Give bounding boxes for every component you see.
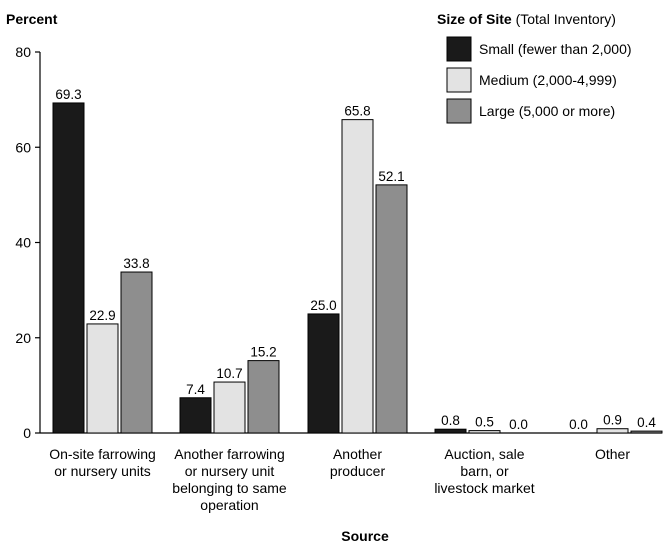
legend-title: Size of Site (Total Inventory) [437, 11, 616, 27]
bar [596, 428, 629, 434]
legend: Size of Site (Total Inventory) Small (few… [437, 11, 632, 124]
legend-entry-label: Medium (2,000-4,999) [479, 72, 617, 88]
bar [630, 430, 663, 434]
data-labels: 69.3 7.4 25.0 0.8 0.0 22.9 10.7 65.8 0.5 0.9 33.8 1… [55, 87, 656, 432]
y-tick-label: 20 [15, 330, 31, 346]
bar [434, 428, 467, 434]
legend-swatch [446, 67, 472, 93]
bar-value-label: 15.2 [250, 345, 276, 360]
legend-swatch [446, 98, 472, 124]
bar [341, 119, 374, 434]
bar-value-label: 0.8 [441, 413, 460, 428]
bar-value-label: 33.8 [123, 256, 149, 271]
y-tick-label: 60 [15, 139, 31, 155]
bar [213, 381, 246, 434]
bars [52, 102, 663, 434]
bar [375, 184, 408, 434]
bar-value-label: 52.1 [378, 169, 404, 184]
bar-value-label: 0.4 [637, 415, 656, 430]
category-labels: On-site farrowing or nursery units Another… [49, 446, 630, 513]
bar [307, 313, 340, 434]
bar [120, 271, 153, 434]
bar-value-label: 25.0 [310, 298, 336, 313]
bar [468, 430, 501, 434]
category-label: Another producer [330, 446, 386, 479]
bar [52, 102, 85, 434]
category-label: On-site farrowing or nursery units [49, 446, 156, 479]
bar-value-label: 10.7 [216, 366, 242, 381]
legend-entry-label: Small (fewer than 2,000) [479, 41, 632, 57]
bar-value-label: 0.5 [475, 415, 494, 430]
bar-value-label: 65.8 [344, 104, 370, 119]
category-label: Other [595, 446, 630, 462]
bar [86, 323, 119, 434]
bar-value-label: 7.4 [186, 382, 205, 397]
bar [179, 397, 212, 434]
bar-value-label: 0.0 [569, 417, 588, 432]
x-axis-title: Source [341, 528, 389, 544]
y-axis-title: Percent [6, 11, 58, 27]
y-tick-label: 0 [23, 425, 31, 441]
bar-value-label: 0.0 [509, 417, 528, 432]
legend-entry-label: Large (5,000 or more) [479, 103, 615, 119]
bar-value-label: 69.3 [55, 87, 81, 102]
bar-value-label: 0.9 [603, 413, 622, 428]
bar-value-label: 22.9 [89, 308, 115, 323]
y-tick-label: 80 [15, 44, 31, 60]
legend-swatch [446, 36, 472, 62]
category-label: Another farrowing or nursery unit belongin… [172, 446, 287, 513]
y-tick-label: 40 [15, 235, 31, 251]
bar [247, 360, 280, 434]
category-label: Auction, sale barn, or livestock market [434, 446, 534, 496]
